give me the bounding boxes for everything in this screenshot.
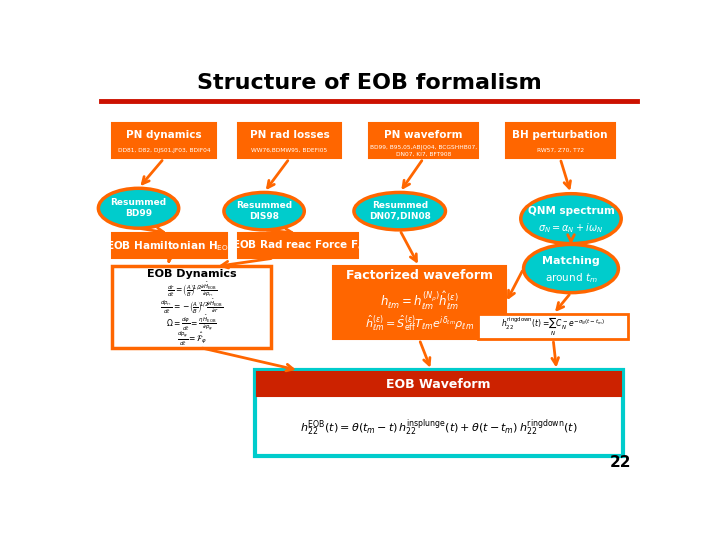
Text: PN rad losses: PN rad losses bbox=[250, 130, 329, 140]
Text: $\sigma_N = \alpha_N + i\omega_N$: $\sigma_N = \alpha_N + i\omega_N$ bbox=[539, 221, 603, 235]
Text: WW76,BDMW95, BDEFI05: WW76,BDMW95, BDEFI05 bbox=[251, 148, 328, 153]
Text: PN dynamics: PN dynamics bbox=[126, 130, 202, 140]
Text: Resummed
DN07,DIN08: Resummed DN07,DIN08 bbox=[369, 201, 431, 221]
Text: $\Omega = \frac{d\varphi}{dt} = \frac{\eta\,\hat{H}_{\rm EOB}}{\partial p_\varph: $\Omega = \frac{d\varphi}{dt} = \frac{\e… bbox=[166, 312, 217, 333]
Text: EOB Rad reac Force F$_\varphi$: EOB Rad reac Force F$_\varphi$ bbox=[232, 239, 364, 253]
Text: QNM spectrum: QNM spectrum bbox=[528, 206, 614, 216]
FancyBboxPatch shape bbox=[257, 372, 621, 396]
Ellipse shape bbox=[523, 245, 618, 293]
Text: EOB Dynamics: EOB Dynamics bbox=[147, 269, 237, 279]
FancyBboxPatch shape bbox=[333, 266, 505, 339]
Text: Structure of EOB formalism: Structure of EOB formalism bbox=[197, 73, 541, 93]
FancyBboxPatch shape bbox=[505, 123, 615, 158]
Text: Resummed
BD99: Resummed BD99 bbox=[110, 198, 166, 218]
FancyBboxPatch shape bbox=[112, 233, 227, 258]
Text: BD99, B95,05,AB|Q04, BCGSHHB07,
DN07, KI7, BFT908: BD99, B95,05,AB|Q04, BCGSHHB07, DN07, KI… bbox=[370, 145, 477, 157]
Text: DD81, D82, DJS01,JF03, BDIF04: DD81, D82, DJS01,JF03, BDIF04 bbox=[117, 148, 210, 153]
Ellipse shape bbox=[224, 192, 305, 230]
FancyBboxPatch shape bbox=[369, 123, 478, 158]
Text: $\hat{h}_{\ell m}^{(\varepsilon)} = \hat{S}^{(\varepsilon)}_{\rm eff} T_{\ell m}: $\hat{h}_{\ell m}^{(\varepsilon)} = \hat… bbox=[364, 314, 474, 333]
FancyBboxPatch shape bbox=[112, 266, 271, 348]
Text: RW57, Z70, T72: RW57, Z70, T72 bbox=[536, 148, 584, 153]
FancyBboxPatch shape bbox=[255, 370, 623, 456]
Ellipse shape bbox=[99, 188, 179, 228]
Text: Resummed
DIS98: Resummed DIS98 bbox=[236, 201, 292, 221]
Text: Factorized waveform: Factorized waveform bbox=[346, 269, 492, 282]
Text: around $t_m$: around $t_m$ bbox=[544, 271, 598, 285]
Text: $\frac{dp_{r_*}}{dt} = -\!\left(\frac{A}{B}\right)^{\!\!1/2}\!\frac{\partial \ha: $\frac{dp_{r_*}}{dt} = -\!\left(\frac{A}… bbox=[160, 296, 224, 316]
Text: EOB Hamiltonian H$_{\rm EOB}$: EOB Hamiltonian H$_{\rm EOB}$ bbox=[106, 239, 233, 253]
Text: $\frac{dr}{dt} = \left(\frac{A}{B}\right)^{\!\!1/2}\!\frac{\partial \hat{H}_{\rm: $\frac{dr}{dt} = \left(\frac{A}{B}\right… bbox=[167, 280, 217, 299]
Text: $h_{\ell m} = h_{\ell m}^{(N_\rho)}\hat{h}_{\ell m}^{(\varepsilon)}$: $h_{\ell m} = h_{\ell m}^{(N_\rho)}\hat{… bbox=[379, 289, 459, 312]
Text: Matching: Matching bbox=[542, 256, 600, 266]
Text: EOB Waveform: EOB Waveform bbox=[387, 377, 491, 390]
Text: $h_{22}^{\rm EOB}(t) = \theta(t_m-t)\,h_{22}^{\rm insplunge}(t) + \theta(t-t_m)\: $h_{22}^{\rm EOB}(t) = \theta(t_m-t)\,h_… bbox=[300, 417, 577, 438]
Ellipse shape bbox=[354, 192, 446, 230]
Text: 22: 22 bbox=[610, 455, 631, 470]
Text: $\frac{dp_\varphi}{dt} = \hat{\mathcal{F}}_\varphi$: $\frac{dp_\varphi}{dt} = \hat{\mathcal{F… bbox=[176, 330, 207, 348]
FancyBboxPatch shape bbox=[238, 233, 358, 258]
FancyBboxPatch shape bbox=[238, 123, 341, 158]
Text: BH perturbation: BH perturbation bbox=[513, 130, 608, 140]
FancyBboxPatch shape bbox=[478, 314, 629, 339]
Text: PN waveform: PN waveform bbox=[384, 130, 463, 140]
Text: $h_{22}^{\rm ringdown}(t) = \!\sum_N C_N^- e^{-\sigma_N(t-t_m)}$: $h_{22}^{\rm ringdown}(t) = \!\sum_N C_N… bbox=[501, 315, 605, 338]
FancyBboxPatch shape bbox=[112, 123, 215, 158]
Ellipse shape bbox=[521, 194, 621, 244]
